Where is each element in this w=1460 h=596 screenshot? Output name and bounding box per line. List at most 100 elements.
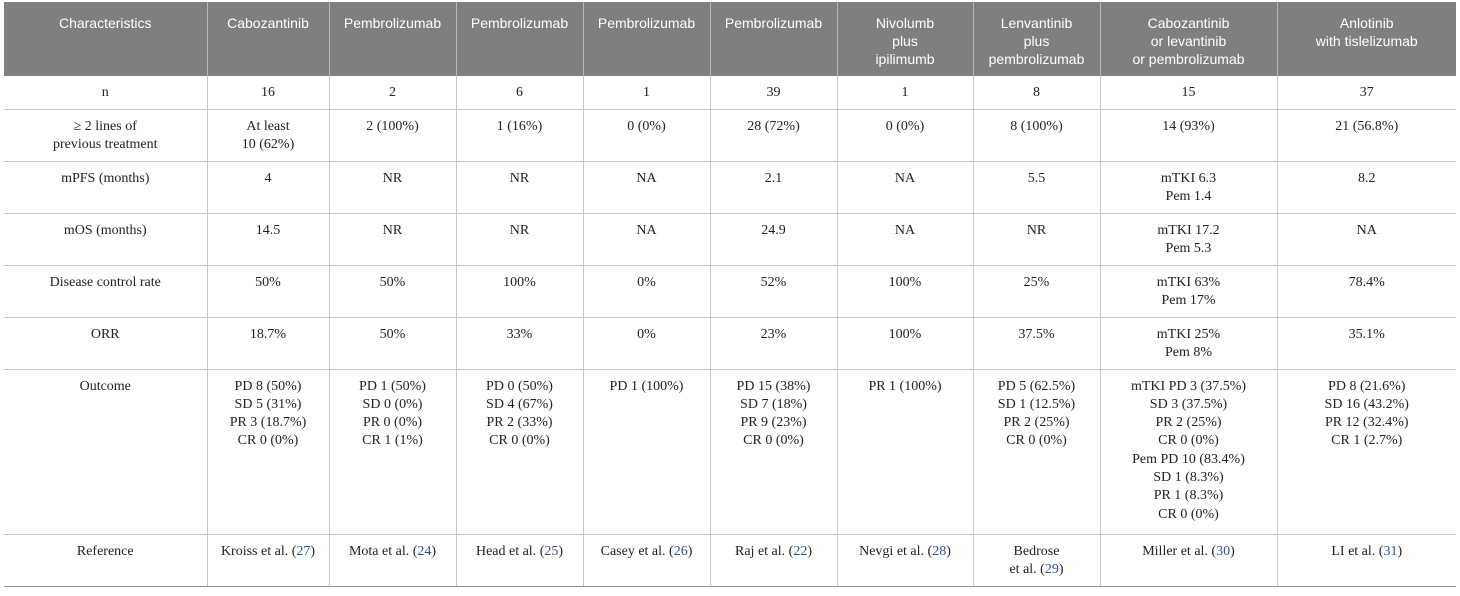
table-cell: PD 1 (100%) bbox=[583, 369, 711, 535]
reference-author: Bedrose et al. ( bbox=[1009, 543, 1060, 577]
table-row-outcome: Outcome PD 8 (50%) SD 5 (31%) PR 3 (18.7… bbox=[4, 369, 1456, 535]
table-cell: 35.1% bbox=[1277, 317, 1456, 370]
header-anlotinib-tislelizumab: Anlotinib with tislelizumab bbox=[1277, 2, 1456, 76]
reference-author: Head et al. ( bbox=[475, 543, 545, 559]
table-cell: 39 bbox=[710, 76, 838, 110]
citation-link[interactable]: 30 bbox=[1216, 543, 1231, 559]
table-cell: PD 8 (21.6%) SD 16 (43.2%) PR 12 (32.4%)… bbox=[1277, 369, 1456, 535]
reference-paren: ) bbox=[1397, 543, 1403, 559]
citation-link[interactable]: 28 bbox=[932, 543, 947, 559]
table-cell: PD 8 (50%) SD 5 (31%) PR 3 (18.7%) CR 0 … bbox=[207, 369, 330, 535]
row-label: Disease control rate bbox=[4, 265, 208, 318]
reference-cell: Kroiss et al. (27) bbox=[207, 534, 330, 587]
table-cell: PD 15 (38%) SD 7 (18%) PR 9 (23%) CR 0 (… bbox=[710, 369, 838, 535]
table-cell: 78.4% bbox=[1277, 265, 1456, 318]
reference-paren: ) bbox=[807, 543, 812, 559]
table-row-mpfs: mPFS (months) 4 NR NR NA 2.1 NA 5.5 mTKI… bbox=[4, 161, 1456, 214]
table-cell: 50% bbox=[329, 317, 457, 370]
table-cell: 52% bbox=[710, 265, 838, 318]
table-cell: 2.1 bbox=[710, 161, 838, 214]
table-cell: 0 (0%) bbox=[837, 109, 974, 162]
citation-link[interactable]: 24 bbox=[417, 543, 432, 559]
table-row-disease-control-rate: Disease control rate 50% 50% 100% 0% 52%… bbox=[4, 265, 1456, 318]
citation-link[interactable]: 25 bbox=[544, 543, 559, 559]
table-cell: mTKI 6.3 Pem 1.4 bbox=[1100, 161, 1278, 214]
reference-author: Mota et al. ( bbox=[348, 543, 418, 559]
reference-author: Casey et al. ( bbox=[600, 543, 674, 559]
header-row: Characteristics Cabozantinib Pembrolizum… bbox=[4, 2, 1456, 76]
row-label: ≥ 2 lines of previous treatment bbox=[4, 109, 208, 162]
reference-paren: ) bbox=[687, 543, 693, 559]
row-label: ORR bbox=[4, 317, 208, 370]
table-cell: NA bbox=[837, 213, 974, 266]
table-cell: NR bbox=[329, 213, 457, 266]
header-lenvantinib-pembrolizumab: Lenvantinib plus pembrolizumab bbox=[973, 2, 1101, 76]
table-cell: 14.5 bbox=[207, 213, 330, 266]
table-cell: 100% bbox=[837, 317, 974, 370]
header-cabozantinib: Cabozantinib bbox=[207, 2, 330, 76]
table-cell: At least 10 (62%) bbox=[207, 109, 330, 162]
table-cell: 24.9 bbox=[710, 213, 838, 266]
reference-paren: ) bbox=[1230, 543, 1235, 559]
reference-cell: Miller et al. (30) bbox=[1100, 534, 1278, 587]
comparison-table: Characteristics Cabozantinib Pembrolizum… bbox=[4, 2, 1456, 587]
reference-author: Raj et al. ( bbox=[735, 543, 794, 559]
table-cell: NR bbox=[329, 161, 457, 214]
table-cell: 1 bbox=[583, 76, 711, 110]
table-cell: NR bbox=[456, 213, 584, 266]
header-pembrolizumab-2: Pembrolizumab bbox=[456, 2, 584, 76]
table-cell: 100% bbox=[837, 265, 974, 318]
table-row-mos: mOS (months) 14.5 NR NR NA 24.9 NA NR mT… bbox=[4, 213, 1456, 266]
table-cell: 5.5 bbox=[973, 161, 1101, 214]
reference-paren: ) bbox=[431, 543, 437, 559]
table-cell: PR 1 (100%) bbox=[837, 369, 974, 535]
table-cell: 8 bbox=[973, 76, 1101, 110]
table-cell: mTKI 25% Pem 8% bbox=[1100, 317, 1278, 370]
table-cell: 25% bbox=[973, 265, 1101, 318]
table-cell: mTKI 63% Pem 17% bbox=[1100, 265, 1278, 318]
reference-cell: Bedrose et al. (29) bbox=[973, 534, 1101, 587]
table-cell: NA bbox=[583, 213, 711, 266]
table-row-orr: ORR 18.7% 50% 33% 0% 23% 100% 37.5% mTKI… bbox=[4, 317, 1456, 370]
reference-cell: Casey et al. (26) bbox=[583, 534, 711, 587]
table-cell: 14 (93%) bbox=[1100, 109, 1278, 162]
reference-author: Nevgi et al. ( bbox=[859, 543, 933, 559]
reference-paren: ) bbox=[1058, 561, 1064, 577]
table-cell: 23% bbox=[710, 317, 838, 370]
header-pembrolizumab-3: Pembrolizumab bbox=[583, 2, 711, 76]
table-cell: 0 (0%) bbox=[583, 109, 711, 162]
table-cell: 18.7% bbox=[207, 317, 330, 370]
reference-cell: Head et al. (25) bbox=[456, 534, 584, 587]
table-cell: 33% bbox=[456, 317, 584, 370]
reference-paren: ) bbox=[558, 543, 564, 559]
citation-link[interactable]: 26 bbox=[673, 543, 688, 559]
reference-cell: Mota et al. (24) bbox=[329, 534, 457, 587]
table-cell: NA bbox=[1277, 213, 1456, 266]
citation-link[interactable]: 31 bbox=[1383, 543, 1398, 559]
reference-author: Kroiss et al. ( bbox=[220, 543, 297, 559]
table-cell: mTKI PD 3 (37.5%) SD 3 (37.5%) PR 2 (25%… bbox=[1100, 369, 1278, 535]
citation-link[interactable]: 29 bbox=[1044, 561, 1059, 577]
table-cell: 2 bbox=[329, 76, 457, 110]
table-cell: 8.2 bbox=[1277, 161, 1456, 214]
table-cell: NA bbox=[837, 161, 974, 214]
row-label: Outcome bbox=[4, 369, 208, 535]
table-cell: 50% bbox=[329, 265, 457, 318]
table-cell: 4 bbox=[207, 161, 330, 214]
table-cell: PD 0 (50%) SD 4 (67%) PR 2 (33%) CR 0 (0… bbox=[456, 369, 584, 535]
row-label: n bbox=[4, 76, 208, 110]
table-cell: 1 bbox=[837, 76, 974, 110]
citation-link[interactable]: 27 bbox=[296, 543, 311, 559]
table-cell: 37.5% bbox=[973, 317, 1101, 370]
table-cell: 100% bbox=[456, 265, 584, 318]
reference-author: Miller et al. ( bbox=[1142, 543, 1217, 559]
reference-cell: LI et al. (31) bbox=[1277, 534, 1456, 587]
row-label: mOS (months) bbox=[4, 213, 208, 266]
table-cell: 37 bbox=[1277, 76, 1456, 110]
header-cabozantinib-levantinib-pembrolizumab: Cabozantinib or levantinib or pembrolizu… bbox=[1100, 2, 1278, 76]
row-label: Reference bbox=[4, 534, 208, 587]
citation-link[interactable]: 22 bbox=[793, 543, 808, 559]
table-cell: 0% bbox=[583, 265, 711, 318]
header-pembrolizumab-1: Pembrolizumab bbox=[329, 2, 457, 76]
table-cell: PD 1 (50%) SD 0 (0%) PR 0 (0%) CR 1 (1%) bbox=[329, 369, 457, 535]
